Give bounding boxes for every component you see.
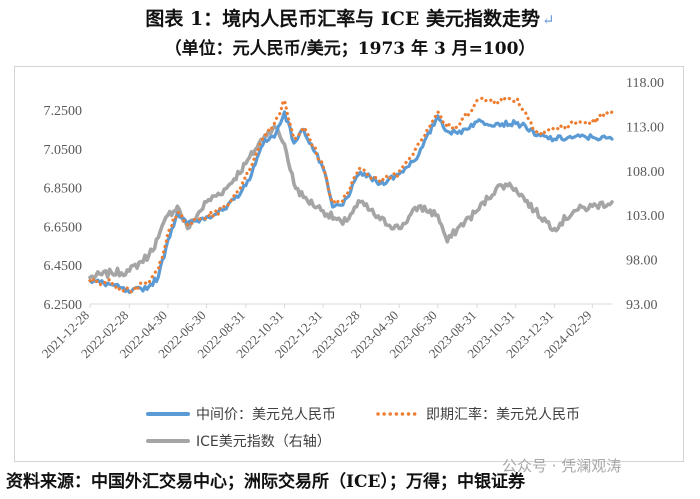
- chart-frame: [14, 66, 684, 462]
- chart-subtitle: （单位：元人民币/美元；1973 年 3 月=100）: [164, 39, 536, 59]
- legend-label-1: 中间价：美元兑人民币: [196, 407, 336, 423]
- left-axis-tick-label: 7.2500: [44, 104, 83, 119]
- right-axis-tick-label: 118.00: [626, 76, 664, 91]
- source-note: 资料来源：中国外汇交易中心；洲际交易所（ICE）；万得；中银证券: [6, 472, 525, 492]
- watermark: 公众号 · 凭澜观涛: [502, 457, 622, 475]
- right-axis-tick-label: 103.00: [626, 209, 665, 224]
- legend-label-3: ICE美元指数（右轴）: [196, 434, 331, 450]
- left-axis-tick-label: 6.4500: [44, 259, 83, 274]
- series-line-2: [88, 95, 614, 294]
- series-line-1: [88, 110, 614, 294]
- left-axis-tick-label: 6.2500: [44, 298, 83, 313]
- legend-label-2: 即期汇率：美元兑人民币: [426, 406, 580, 423]
- chart-title: 图表 1：境内人民币汇率与 ICE 美元指数走势 ↵: [145, 8, 555, 30]
- left-axis-tick-label: 6.6500: [44, 220, 83, 235]
- left-axis-tick-label: 6.8500: [44, 182, 83, 197]
- right-axis-tick-label: 108.00: [626, 165, 665, 180]
- right-axis-tick-label: 98.00: [626, 254, 658, 269]
- series-line-3: [88, 124, 614, 280]
- return-mark-icon: ↵: [541, 11, 555, 29]
- right-axis-tick-label: 113.00: [626, 120, 664, 135]
- left-axis-tick-label: 7.0500: [44, 143, 83, 158]
- right-axis-tick-label: 93.00: [626, 298, 658, 313]
